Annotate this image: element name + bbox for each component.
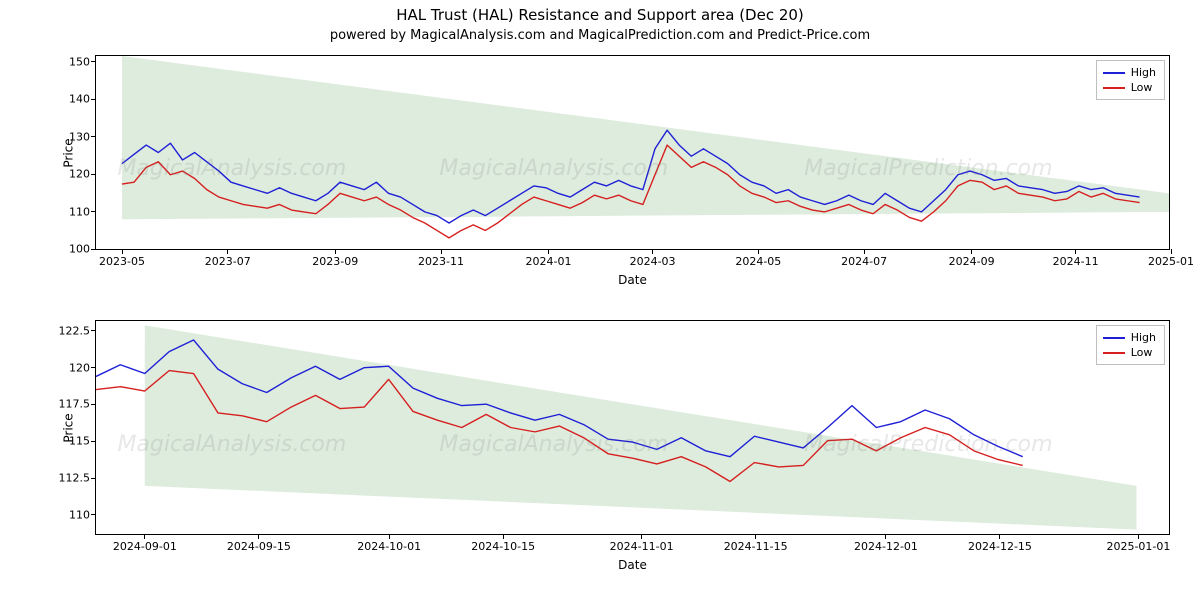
x-tick-mark (885, 534, 886, 539)
y-tick-mark (91, 367, 96, 368)
legend: High Low (1096, 60, 1165, 100)
x-tick-mark (441, 249, 442, 254)
chart-title: HAL Trust (HAL) Resistance and Support a… (0, 6, 1200, 24)
x-tick-mark (1138, 534, 1139, 539)
x-tick-mark (1171, 249, 1172, 254)
x-tick-label: 2024-07 (841, 255, 887, 268)
x-tick-mark (652, 249, 653, 254)
y-tick-label: 130 (69, 130, 90, 143)
y-tick-label: 150 (69, 55, 90, 68)
x-tick-mark (122, 249, 123, 254)
x-tick-mark (1075, 249, 1076, 254)
legend-item-high: High (1103, 65, 1156, 80)
x-tick-mark (548, 249, 549, 254)
y-tick-label: 115 (69, 435, 90, 448)
bottom-chart-svg (96, 321, 1169, 534)
y-tick-mark (91, 249, 96, 250)
y-tick-label: 120 (69, 361, 90, 374)
x-axis-label: Date (618, 558, 647, 572)
x-tick-label: 2023-05 (99, 255, 145, 268)
y-tick-mark (91, 61, 96, 62)
x-tick-mark (999, 534, 1000, 539)
y-tick-label: 112.5 (59, 472, 91, 485)
x-tick-mark (758, 249, 759, 254)
x-tick-label: 2024-11 (1053, 255, 1099, 268)
chart-subtitle: powered by MagicalAnalysis.com and Magic… (0, 28, 1200, 43)
y-tick-mark (91, 330, 96, 331)
figure: HAL Trust (HAL) Resistance and Support a… (0, 0, 1200, 600)
y-tick-mark (91, 478, 96, 479)
x-axis-label: Date (618, 273, 647, 287)
y-tick-mark (91, 514, 96, 515)
x-tick-mark (755, 534, 756, 539)
legend-item-high: High (1103, 330, 1156, 345)
x-tick-label: 2025-01-01 (1106, 540, 1170, 553)
x-tick-mark (503, 534, 504, 539)
legend-swatch-low (1103, 87, 1125, 89)
x-tick-label: 2024-11-15 (724, 540, 788, 553)
y-tick-label: 122.5 (59, 324, 91, 337)
x-tick-label: 2024-05 (735, 255, 781, 268)
top-chart-panel: MagicalAnalysis.com MagicalAnalysis.com … (95, 55, 1170, 250)
top-chart-svg (96, 56, 1169, 249)
x-tick-label: 2024-09 (949, 255, 995, 268)
y-tick-label: 117.5 (59, 398, 91, 411)
x-tick-label: 2024-03 (630, 255, 676, 268)
x-tick-label: 2024-09-01 (113, 540, 177, 553)
x-tick-label: 2024-10-01 (357, 540, 421, 553)
legend-item-low: Low (1103, 345, 1156, 360)
y-tick-mark (91, 99, 96, 100)
x-tick-label: 2024-12-15 (968, 540, 1032, 553)
legend-swatch-high (1103, 72, 1125, 74)
y-tick-label: 110 (69, 508, 90, 521)
y-tick-label: 110 (69, 205, 90, 218)
y-tick-mark (91, 441, 96, 442)
legend-swatch-high (1103, 337, 1125, 339)
x-tick-label: 2024-10-15 (471, 540, 535, 553)
support-resistance-area (145, 325, 1137, 529)
y-tick-mark (91, 211, 96, 212)
x-tick-mark (389, 534, 390, 539)
legend-label-high: High (1131, 331, 1156, 344)
legend: High Low (1096, 325, 1165, 365)
x-tick-label: 2025-01 (1148, 255, 1194, 268)
y-tick-label: 120 (69, 168, 90, 181)
bottom-chart-panel: MagicalAnalysis.com MagicalAnalysis.com … (95, 320, 1170, 535)
x-tick-mark (335, 249, 336, 254)
x-tick-label: 2024-01 (526, 255, 572, 268)
legend-label-low: Low (1131, 81, 1153, 94)
y-tick-label: 140 (69, 93, 90, 106)
x-tick-mark (641, 534, 642, 539)
x-tick-mark (144, 534, 145, 539)
x-tick-mark (971, 249, 972, 254)
y-tick-mark (91, 404, 96, 405)
x-tick-label: 2024-11-01 (610, 540, 674, 553)
legend-label-high: High (1131, 66, 1156, 79)
y-tick-label: 100 (69, 243, 90, 256)
legend-swatch-low (1103, 352, 1125, 354)
x-tick-mark (864, 249, 865, 254)
x-tick-label: 2024-12-01 (854, 540, 918, 553)
x-tick-label: 2023-11 (418, 255, 464, 268)
y-tick-mark (91, 174, 96, 175)
x-tick-mark (258, 534, 259, 539)
legend-item-low: Low (1103, 80, 1156, 95)
support-resistance-area (122, 56, 1169, 219)
x-tick-label: 2023-07 (205, 255, 251, 268)
x-tick-label: 2024-09-15 (227, 540, 291, 553)
x-tick-mark (227, 249, 228, 254)
legend-label-low: Low (1131, 346, 1153, 359)
y-tick-mark (91, 136, 96, 137)
x-tick-label: 2023-09 (312, 255, 358, 268)
